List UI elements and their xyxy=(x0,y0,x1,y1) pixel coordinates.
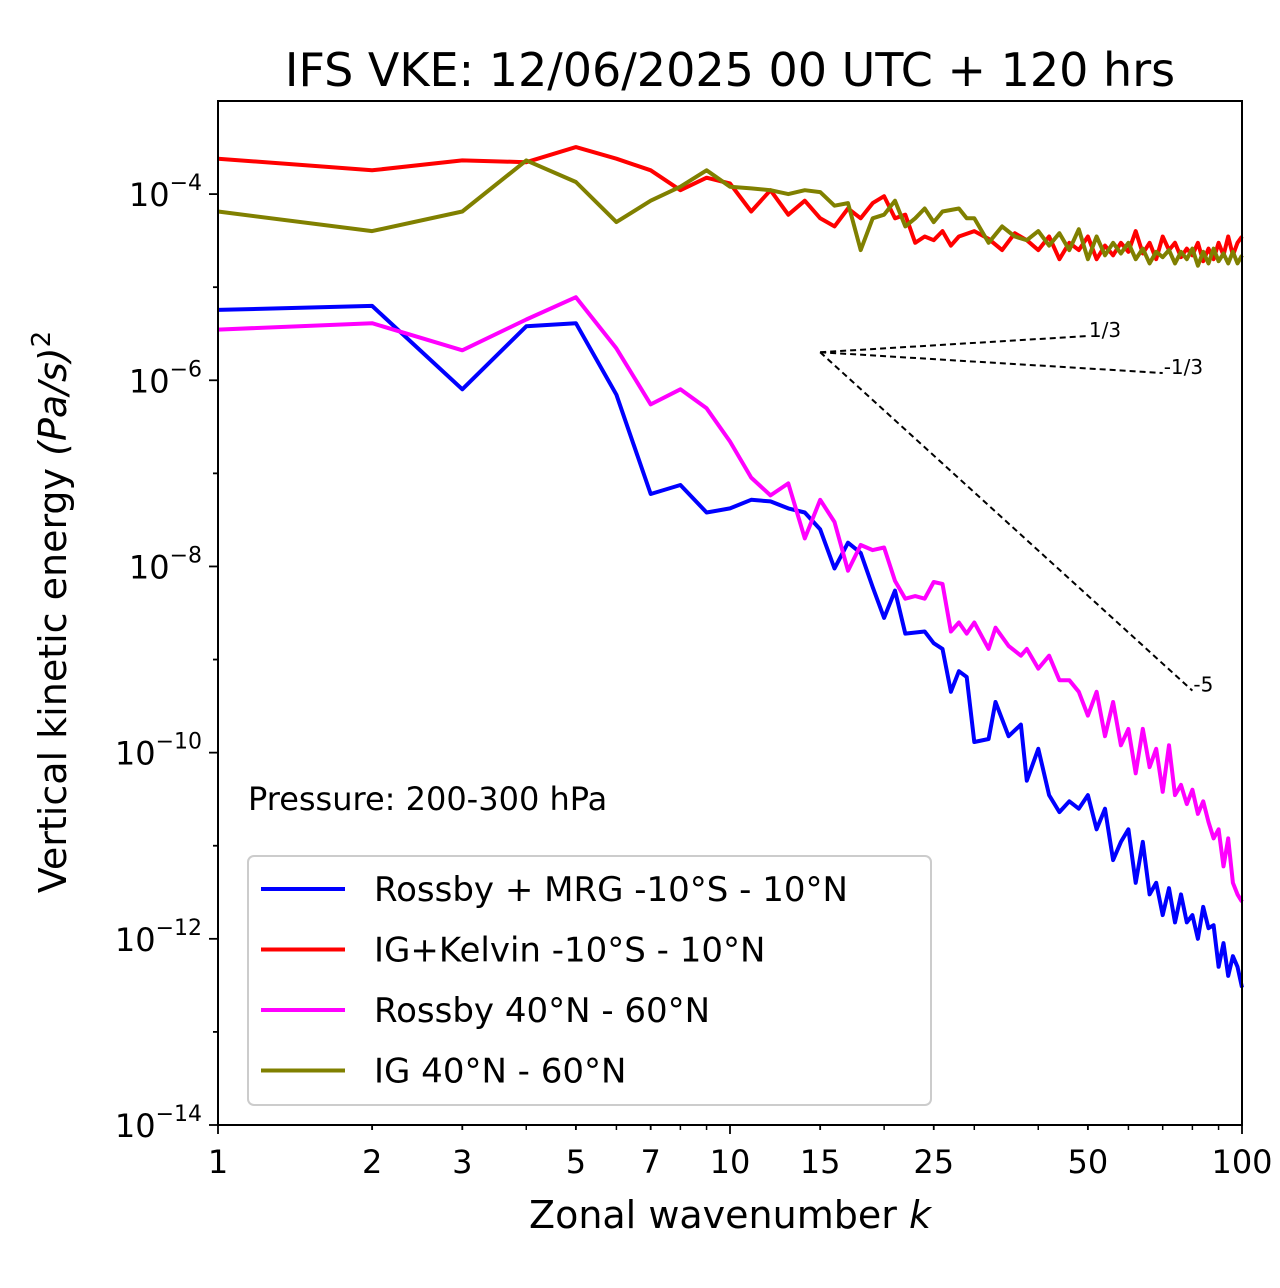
series-line-0 xyxy=(217,303,1244,988)
y-tick-label: 10−10 xyxy=(115,730,202,773)
pressure-annotation: Pressure: 200-300 hPa xyxy=(248,780,607,818)
slope-line-2 xyxy=(819,351,1194,692)
x-tick-label: 7 xyxy=(641,1143,661,1181)
legend-label-0: Rossby + MRG -10°S - 10°N xyxy=(374,870,848,910)
x-tick-label: 25 xyxy=(913,1143,954,1181)
y-axis-ticks: 10−4 10−6 10−8 10−10 10−12 10−14 xyxy=(115,171,218,1145)
y-tick-label: 10−14 xyxy=(115,1102,202,1145)
slope-label-1: -1/3 xyxy=(1164,355,1203,379)
legend-label-1: IG+Kelvin -10°S - 10°N xyxy=(374,931,765,971)
slope-label-2: -5 xyxy=(1193,673,1213,697)
x-tick-label: 10 xyxy=(710,1143,751,1181)
y-tick-label: 10−6 xyxy=(129,357,202,400)
slope-label-0: 1/3 xyxy=(1089,318,1121,342)
y-tick-label: 10−4 xyxy=(129,171,202,214)
series-layer xyxy=(217,145,1244,988)
y-tick-label: 10−12 xyxy=(115,916,202,959)
x-tick-label: 1 xyxy=(208,1143,228,1181)
series-line-3 xyxy=(217,158,1244,268)
y-axis-label: Vertical kinetic energy (Pa/s)2 xyxy=(27,331,75,893)
x-axis-ticks: 1 2 3 5 7 10 15 25 50 100 xyxy=(208,1125,1273,1181)
legend-label-3: IG 40°N - 60°N xyxy=(374,1052,626,1092)
x-tick-label: 5 xyxy=(566,1143,586,1181)
x-tick-label: 15 xyxy=(800,1143,841,1181)
chart-title: IFS VKE: 12/06/2025 00 UTC + 120 hrs xyxy=(285,43,1175,97)
x-tick-label: 3 xyxy=(452,1143,472,1181)
reference-lines: 1/3 -1/3 -5 xyxy=(819,318,1213,697)
legend: Rossby + MRG -10°S - 10°N IG+Kelvin -10°S… xyxy=(247,855,932,1106)
x-tick-label: 100 xyxy=(1211,1143,1272,1181)
y-tick-label: 10−8 xyxy=(129,543,202,586)
slope-line-1 xyxy=(820,351,1163,375)
x-tick-label: 50 xyxy=(1068,1143,1109,1181)
series-line-2 xyxy=(217,295,1244,903)
legend-label-2: Rossby 40°N - 60°N xyxy=(374,991,710,1031)
legend-box xyxy=(247,855,932,1106)
slope-line-0 xyxy=(820,335,1088,354)
x-axis-label: Zonal wavenumber k xyxy=(529,1193,933,1237)
x-tick-label: 2 xyxy=(362,1143,382,1181)
